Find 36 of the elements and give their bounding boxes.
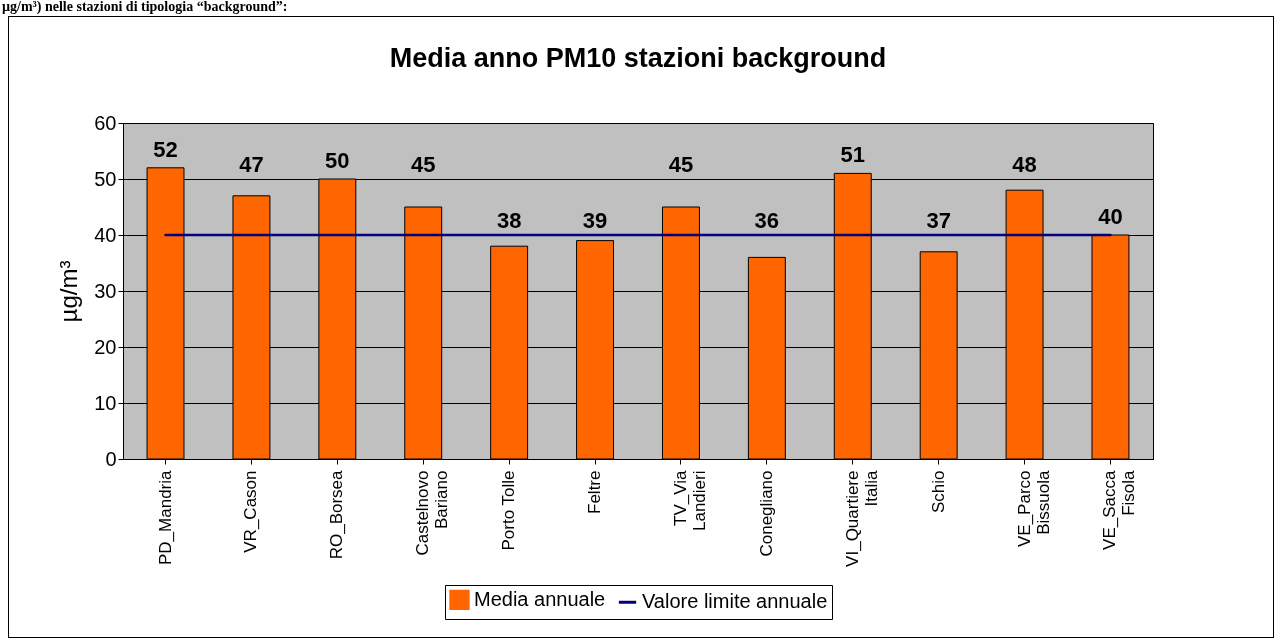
data-label: 37 bbox=[926, 208, 951, 233]
x-tick-label: Castelnovo Bariano bbox=[413, 470, 452, 556]
text: µg/m³) nelle stazioni di tipologia “background”: bbox=[2, 0, 288, 14]
y-tick-label: 50 bbox=[94, 167, 117, 190]
x-tick-label: VR_Cason bbox=[241, 470, 261, 553]
data-label: 50 bbox=[325, 148, 350, 173]
x-tick-label: Conegliano bbox=[756, 470, 776, 557]
x-tick-label: VE_Parco Bissuola bbox=[1014, 469, 1053, 548]
legend-label: Media annuale bbox=[474, 587, 606, 610]
x-tick-label: VE_Sacca Fisola bbox=[1100, 469, 1139, 550]
x-tick-label: Porto Tolle bbox=[499, 470, 519, 551]
x-tick-label: Feltre bbox=[585, 470, 605, 514]
legend-label: Valore limite annuale bbox=[642, 590, 828, 613]
y-tick-label: 60 bbox=[94, 111, 117, 134]
data-label: 40 bbox=[1098, 204, 1123, 229]
x-tick-label: VI_Quartiere Italia bbox=[842, 469, 881, 567]
chart-title: Media anno PM10 stazioni background bbox=[389, 43, 887, 73]
y-tick-label: 20 bbox=[94, 335, 117, 358]
x-tick-label: TV_Via Landieri bbox=[670, 469, 709, 531]
data-label: 45 bbox=[411, 152, 436, 177]
y-tick-label: 10 bbox=[94, 391, 117, 414]
y-tick-label: 30 bbox=[94, 279, 117, 302]
y-axis-title: µg/m³ bbox=[55, 260, 83, 323]
data-label: 36 bbox=[754, 208, 780, 233]
data-label: 52 bbox=[153, 136, 178, 162]
y-tick-label: 0 bbox=[105, 447, 117, 470]
data-label: 38 bbox=[496, 208, 522, 233]
x-tick-label: RO_Borsea bbox=[327, 469, 347, 560]
data-label: 45 bbox=[668, 152, 694, 177]
data-label: 47 bbox=[239, 152, 264, 177]
data-label: 48 bbox=[1012, 152, 1037, 177]
data-label: 51 bbox=[840, 142, 865, 168]
data-label: 39 bbox=[582, 208, 608, 233]
x-tick-label: PD_Mandria bbox=[155, 469, 175, 565]
y-tick-label: 40 bbox=[94, 223, 117, 246]
x-tick-label: Schio bbox=[928, 470, 948, 514]
